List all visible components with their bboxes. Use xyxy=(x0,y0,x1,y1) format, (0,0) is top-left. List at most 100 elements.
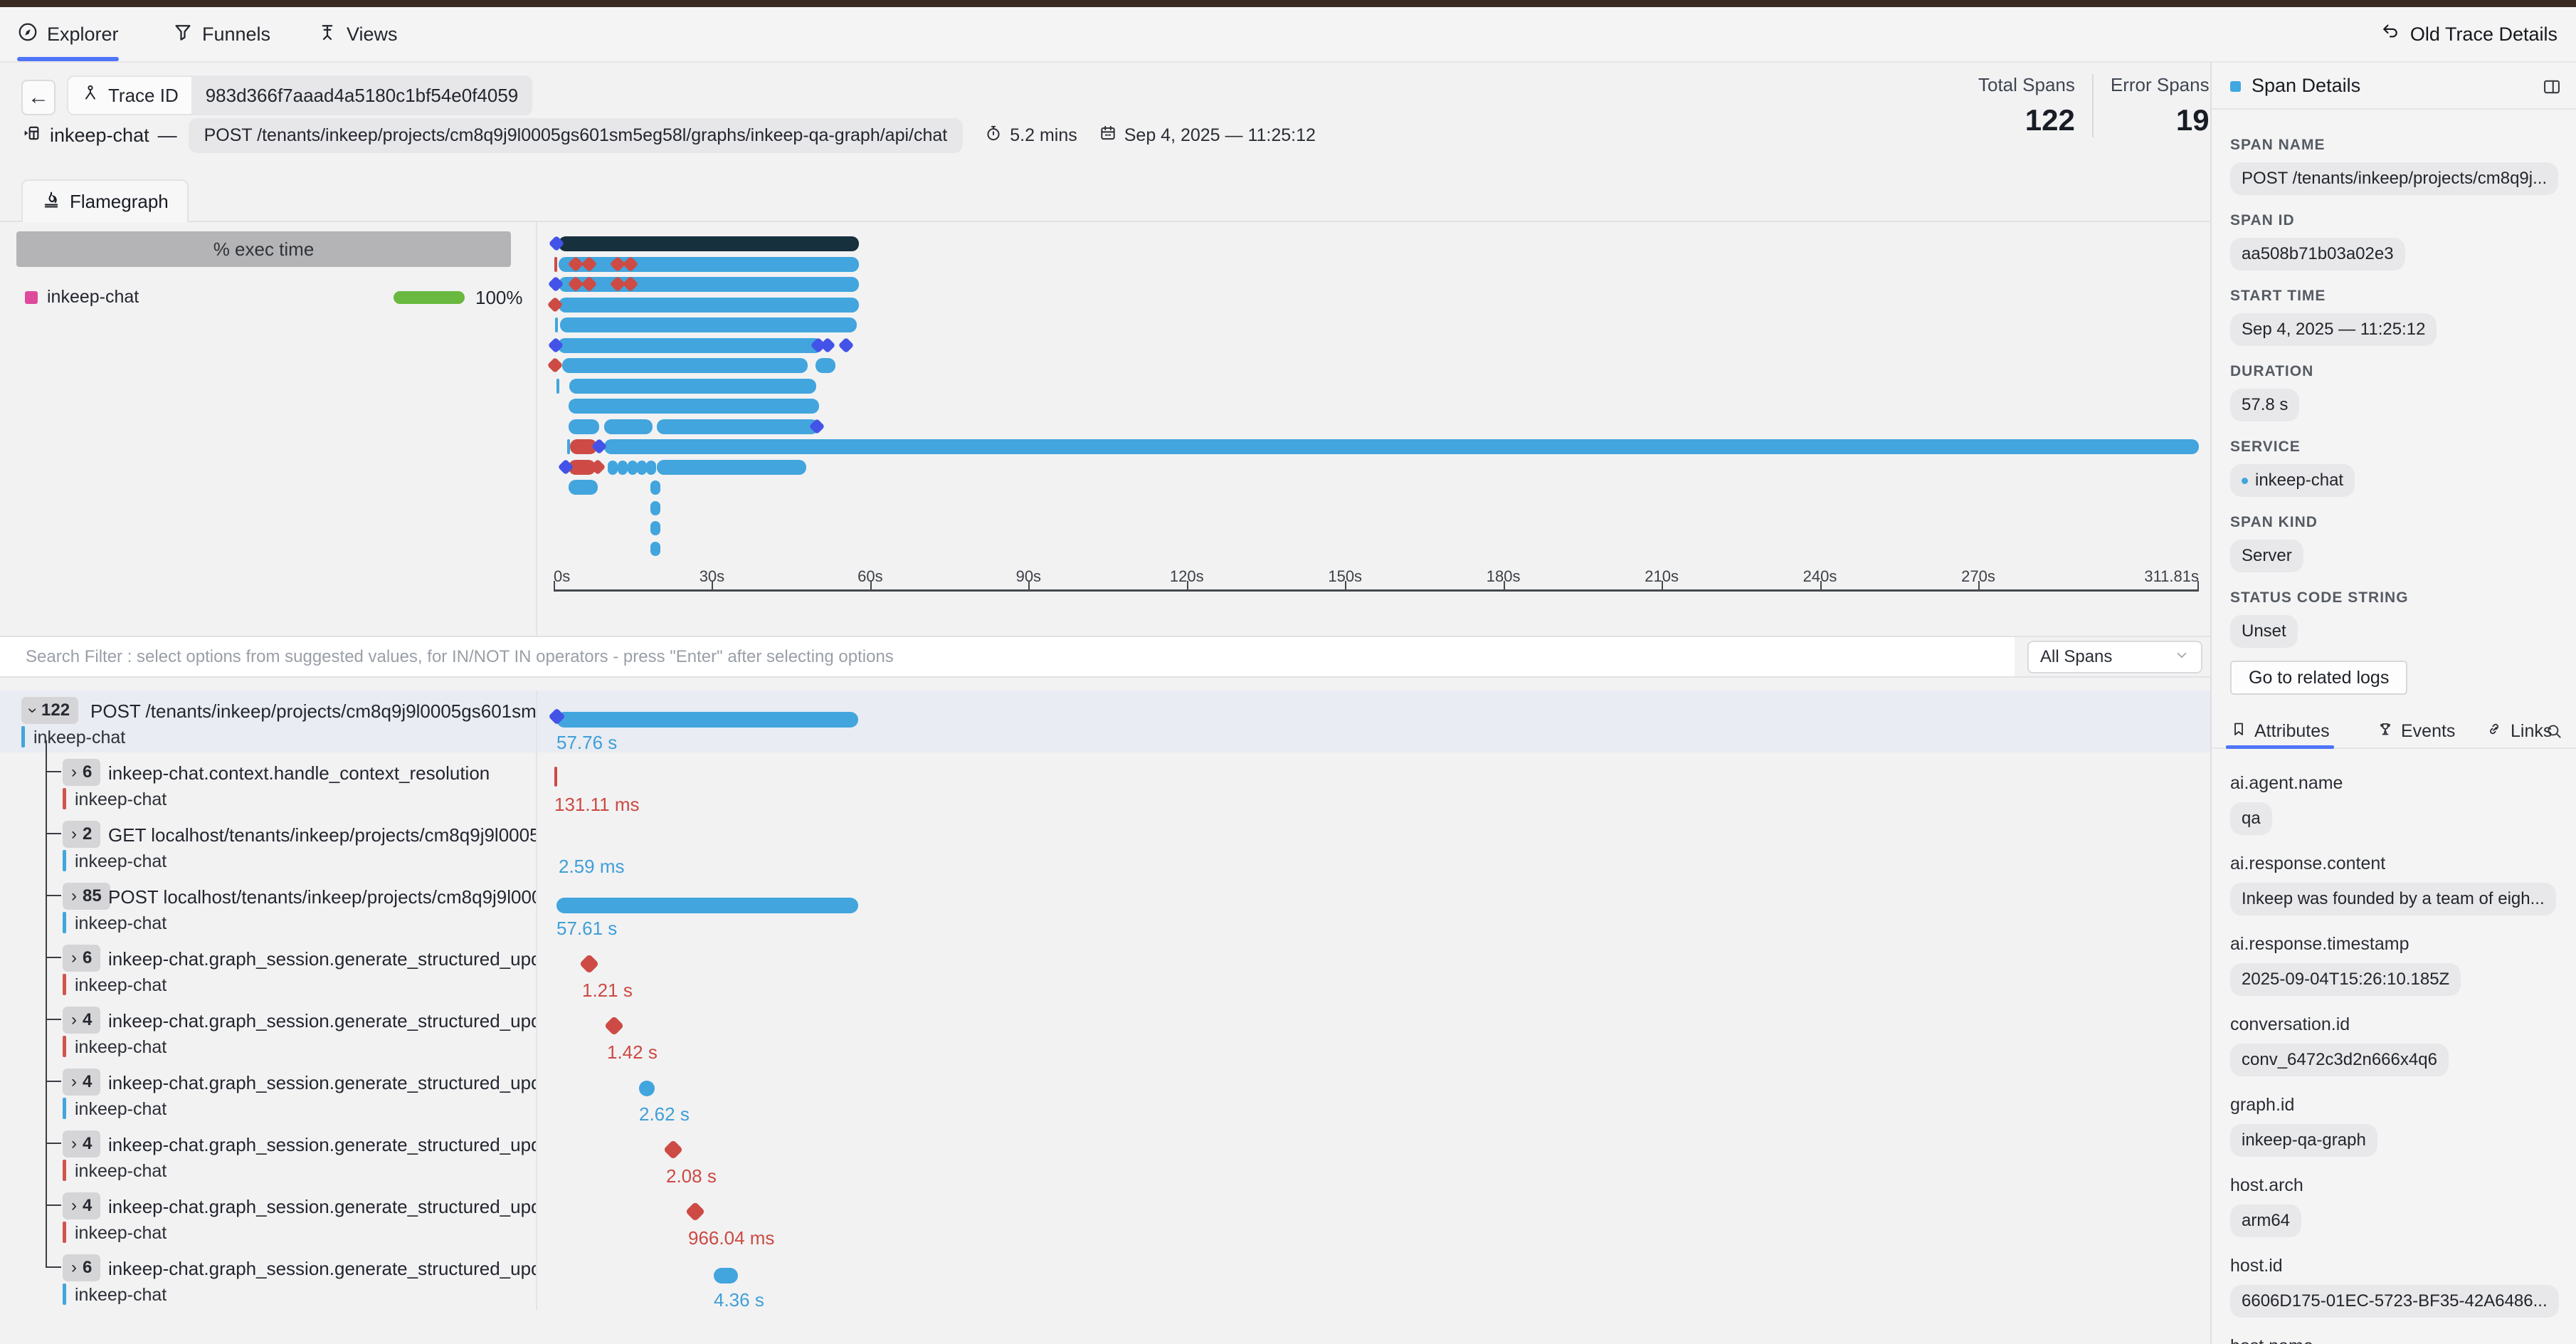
link-icon xyxy=(2486,720,2503,742)
service-status-bar xyxy=(63,1222,66,1243)
tree-count-badge[interactable]: › 6 xyxy=(63,759,101,786)
tree-row[interactable]: › 6 inkeep-chat.graph_session.generate_str… xyxy=(0,938,2210,1001)
tab-links[interactable]: Links xyxy=(2486,715,2552,747)
flame-bar[interactable] xyxy=(558,297,860,313)
trace-id-chip[interactable]: Trace ID 983d366f7aaad4a5180c1bf54e0f405… xyxy=(67,75,533,115)
tree-row[interactable]: › 4 inkeep-chat.graph_session.generate_str… xyxy=(0,1062,2210,1125)
legend-percent-bar xyxy=(394,291,465,304)
field-label: SERVICE xyxy=(2230,439,2301,455)
tab-flamegraph[interactable]: Flamegraph xyxy=(21,179,189,222)
tree-count-badge[interactable]: › 122 xyxy=(21,697,79,724)
tree-row[interactable]: › 4 inkeep-chat.graph_session.generate_str… xyxy=(0,1124,2210,1187)
tree-guide-line xyxy=(46,740,47,1266)
span-scope-select[interactable]: All Spans xyxy=(2027,641,2202,673)
tab-views[interactable]: Views xyxy=(317,7,398,61)
tree-count-badge[interactable]: › 4 xyxy=(63,1192,101,1219)
tree-row-left: › 2 GET localhost/tenants/inkeep/projects/… xyxy=(0,814,537,876)
axis-tick xyxy=(1662,581,1664,589)
chevron-right-icon: › xyxy=(71,886,77,905)
flame-bar[interactable] xyxy=(558,277,860,292)
tree-row[interactable]: › 4 inkeep-chat.graph_session.generate_str… xyxy=(0,1000,2210,1063)
duration-label: 966.04 ms xyxy=(688,1227,775,1249)
tree-guide-connector xyxy=(46,1081,61,1082)
go-to-related-logs-button[interactable]: Go to related logs xyxy=(2230,661,2408,695)
tab-attributes[interactable]: Attributes xyxy=(2226,715,2334,749)
flame-bar[interactable] xyxy=(569,439,597,454)
tree-count: 6 xyxy=(83,1258,93,1277)
duration-bar[interactable] xyxy=(556,712,858,728)
tree-count-badge[interactable]: › 85 xyxy=(63,883,110,910)
flame-dot xyxy=(650,521,660,535)
error-marker xyxy=(685,1201,706,1222)
tree-row-left: › 6 inkeep-chat.context.handle_context_res… xyxy=(0,752,537,814)
tree-service-label: inkeep-chat xyxy=(75,1037,167,1057)
service-status-bar xyxy=(63,974,66,995)
tree-count-badge[interactable]: › 6 xyxy=(63,945,101,972)
attribute-value: conv_6472c3d2n666x4q6 xyxy=(2242,1050,2437,1069)
search-filter-input[interactable] xyxy=(0,637,2015,676)
tree-row[interactable]: › 85 POST localhost/tenants/inkeep/project… xyxy=(0,876,2210,939)
flame-bar[interactable] xyxy=(569,378,817,394)
flamegraph-chart[interactable]: 0s 30s 60s 90s 120s 150s 180s 210s 240s 270s 311.8… xyxy=(547,222,2199,637)
attribute-value-pill: 2025-09-04T15:26:10.185Z xyxy=(2230,963,2461,996)
duration-bar[interactable] xyxy=(556,898,858,913)
flame-bar[interactable] xyxy=(568,399,819,414)
flame-bar[interactable] xyxy=(557,337,822,353)
flame-bar[interactable] xyxy=(559,317,857,332)
tree-row[interactable]: › 2 GET localhost/tenants/inkeep/projects/… xyxy=(0,814,2210,877)
attribute-key: ai.response.timestamp xyxy=(2230,934,2409,954)
tree-count-badge[interactable]: › 2 xyxy=(63,821,101,848)
back-button[interactable]: ← xyxy=(21,80,56,115)
tree-row[interactable]: › 6 inkeep-chat.context.handle_context_res… xyxy=(0,752,2210,815)
flame-row xyxy=(554,458,2199,476)
tree-count-badge[interactable]: › 6 xyxy=(63,1254,101,1281)
flame-tick xyxy=(555,317,559,332)
field-value-pill: inkeep-chat xyxy=(2230,464,2355,497)
tree-count: 4 xyxy=(83,1196,93,1215)
attribute-value: inkeep-qa-graph xyxy=(2242,1130,2366,1150)
panel-toggle-icon[interactable] xyxy=(2542,77,2562,97)
old-trace-details-button[interactable]: Old Trace Details xyxy=(2380,7,2557,61)
flame-bar[interactable] xyxy=(568,480,598,495)
attribute-value: Inkeep was founded by a team of eigh... xyxy=(2242,889,2545,908)
tree-row[interactable]: › 4 inkeep-chat.graph_session.generate_str… xyxy=(0,1186,2210,1249)
flame-row xyxy=(554,378,2199,394)
tree-span-name: GET localhost/tenants/inkeep/projects/cm… xyxy=(108,824,536,846)
axis-tick xyxy=(712,581,714,589)
tree-count-badge[interactable]: › 4 xyxy=(63,1130,101,1157)
endpoint-pill[interactable]: POST /tenants/inkeep/projects/cm8q9j9l00… xyxy=(188,117,964,153)
tab-events[interactable]: Events xyxy=(2377,715,2455,747)
attributes-search-icon[interactable] xyxy=(2545,722,2563,740)
attributes-list: ai.agent.name qa ai.response.content Inkeep… xyxy=(2230,755,2559,1344)
flame-row xyxy=(554,317,2199,333)
axis-label: 311.81s xyxy=(2144,567,2199,585)
tree-row[interactable]: › 122 POST /tenants/inkeep/projects/cm8q9j… xyxy=(0,691,2210,753)
axis-tick xyxy=(1345,581,1347,589)
tab-explorer[interactable]: Explorer xyxy=(17,7,119,61)
flame-bar[interactable] xyxy=(604,419,653,434)
duration-chip: 5.2 mins xyxy=(984,124,1077,147)
tree-row[interactable]: › 6 inkeep-chat.graph_session.generate_str… xyxy=(0,1248,2210,1311)
tree-count: 4 xyxy=(83,1072,93,1091)
duration-label: 1.42 s xyxy=(607,1041,658,1063)
flame-bar[interactable] xyxy=(604,439,2199,454)
tree-service-label: inkeep-chat xyxy=(75,851,167,871)
tree-count-badge[interactable]: › 4 xyxy=(63,1069,101,1096)
flame-bar[interactable] xyxy=(568,459,596,475)
legend-row[interactable]: inkeep-chat 100% xyxy=(0,283,537,314)
flame-bar[interactable] xyxy=(568,419,599,434)
flame-bar[interactable] xyxy=(561,358,808,373)
service-name: inkeep-chat xyxy=(50,124,149,146)
chevron-down-icon xyxy=(2174,647,2190,668)
flame-bar[interactable] xyxy=(558,236,859,251)
tree-count-badge[interactable]: › 4 xyxy=(63,1007,101,1034)
tree-span-name: inkeep-chat.graph_session.generate_struc… xyxy=(108,1072,537,1093)
flame-bar[interactable] xyxy=(657,459,807,475)
tree-service-label: inkeep-chat xyxy=(75,975,167,995)
flame-bar[interactable] xyxy=(558,256,860,272)
attribute-key: host.id xyxy=(2230,1256,2283,1276)
tab-funnels[interactable]: Funnels xyxy=(172,7,270,61)
flame-bar[interactable] xyxy=(657,419,819,434)
flame-bar[interactable] xyxy=(815,358,835,373)
duration-label: 57.76 s xyxy=(556,732,618,753)
